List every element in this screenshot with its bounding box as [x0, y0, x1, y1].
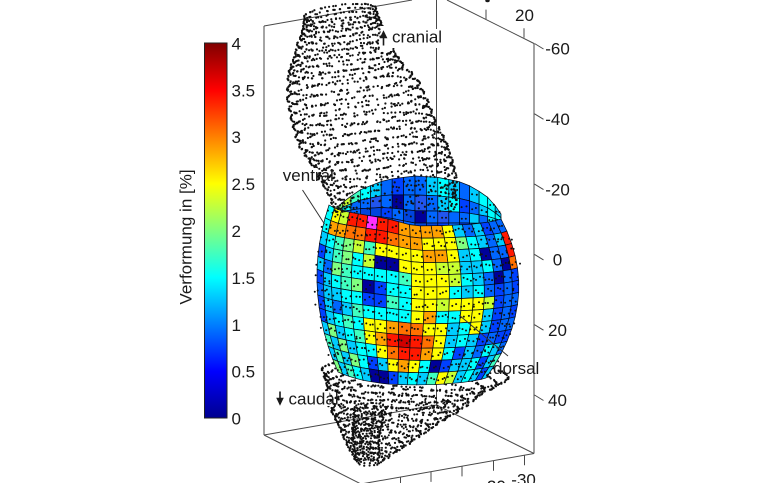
svg-text:1.5: 1.5: [232, 269, 256, 288]
svg-text:-20: -20: [481, 477, 506, 483]
svg-text:1: 1: [232, 316, 241, 335]
svg-text:0: 0: [553, 251, 562, 270]
svg-text:-30: -30: [511, 471, 536, 483]
svg-text:20: 20: [548, 321, 567, 340]
svg-text:-60: -60: [545, 40, 570, 59]
svg-text:2: 2: [232, 222, 241, 241]
svg-text:-20: -20: [545, 180, 570, 199]
svg-text:20: 20: [515, 6, 534, 25]
svg-text:3.5: 3.5: [232, 81, 256, 100]
svg-text:0: 0: [232, 410, 241, 429]
svg-text:3: 3: [232, 128, 241, 147]
svg-text:Verformung in [%]: Verformung in [%]: [177, 169, 196, 304]
svg-text:dorsal: dorsal: [493, 359, 539, 378]
svg-text:caudal: caudal: [289, 390, 339, 409]
svg-text:cranial: cranial: [392, 28, 442, 47]
svg-text:4: 4: [232, 35, 241, 54]
svg-text:0.5: 0.5: [232, 363, 256, 382]
svg-text:40: 40: [548, 391, 567, 410]
svg-text:ventral: ventral: [283, 166, 334, 185]
svg-text:2.5: 2.5: [232, 175, 256, 194]
svg-text:-40: -40: [545, 110, 570, 129]
